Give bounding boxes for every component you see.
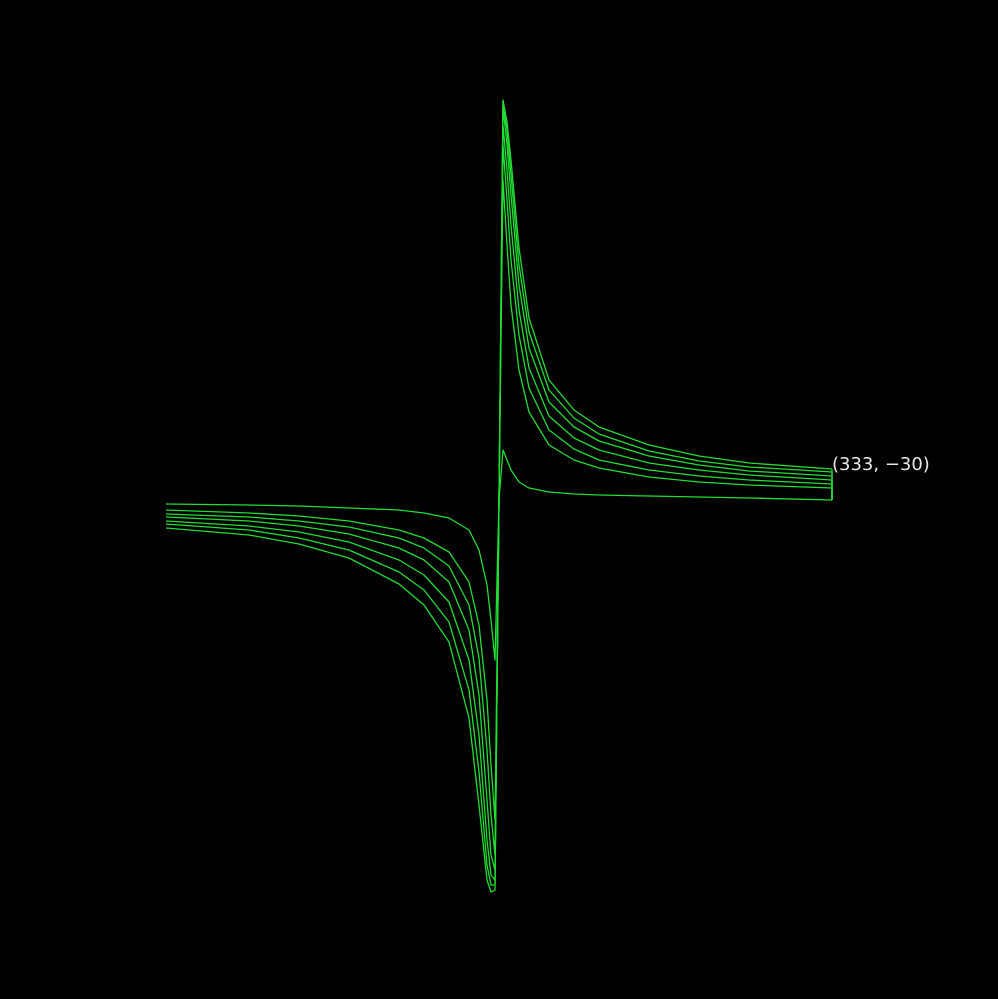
coordinate-readout: (333, −30) [832, 454, 930, 475]
annotation-group: (333, −30) [832, 454, 930, 475]
series-line-7 [165, 99, 833, 893]
series-group [165, 99, 833, 893]
